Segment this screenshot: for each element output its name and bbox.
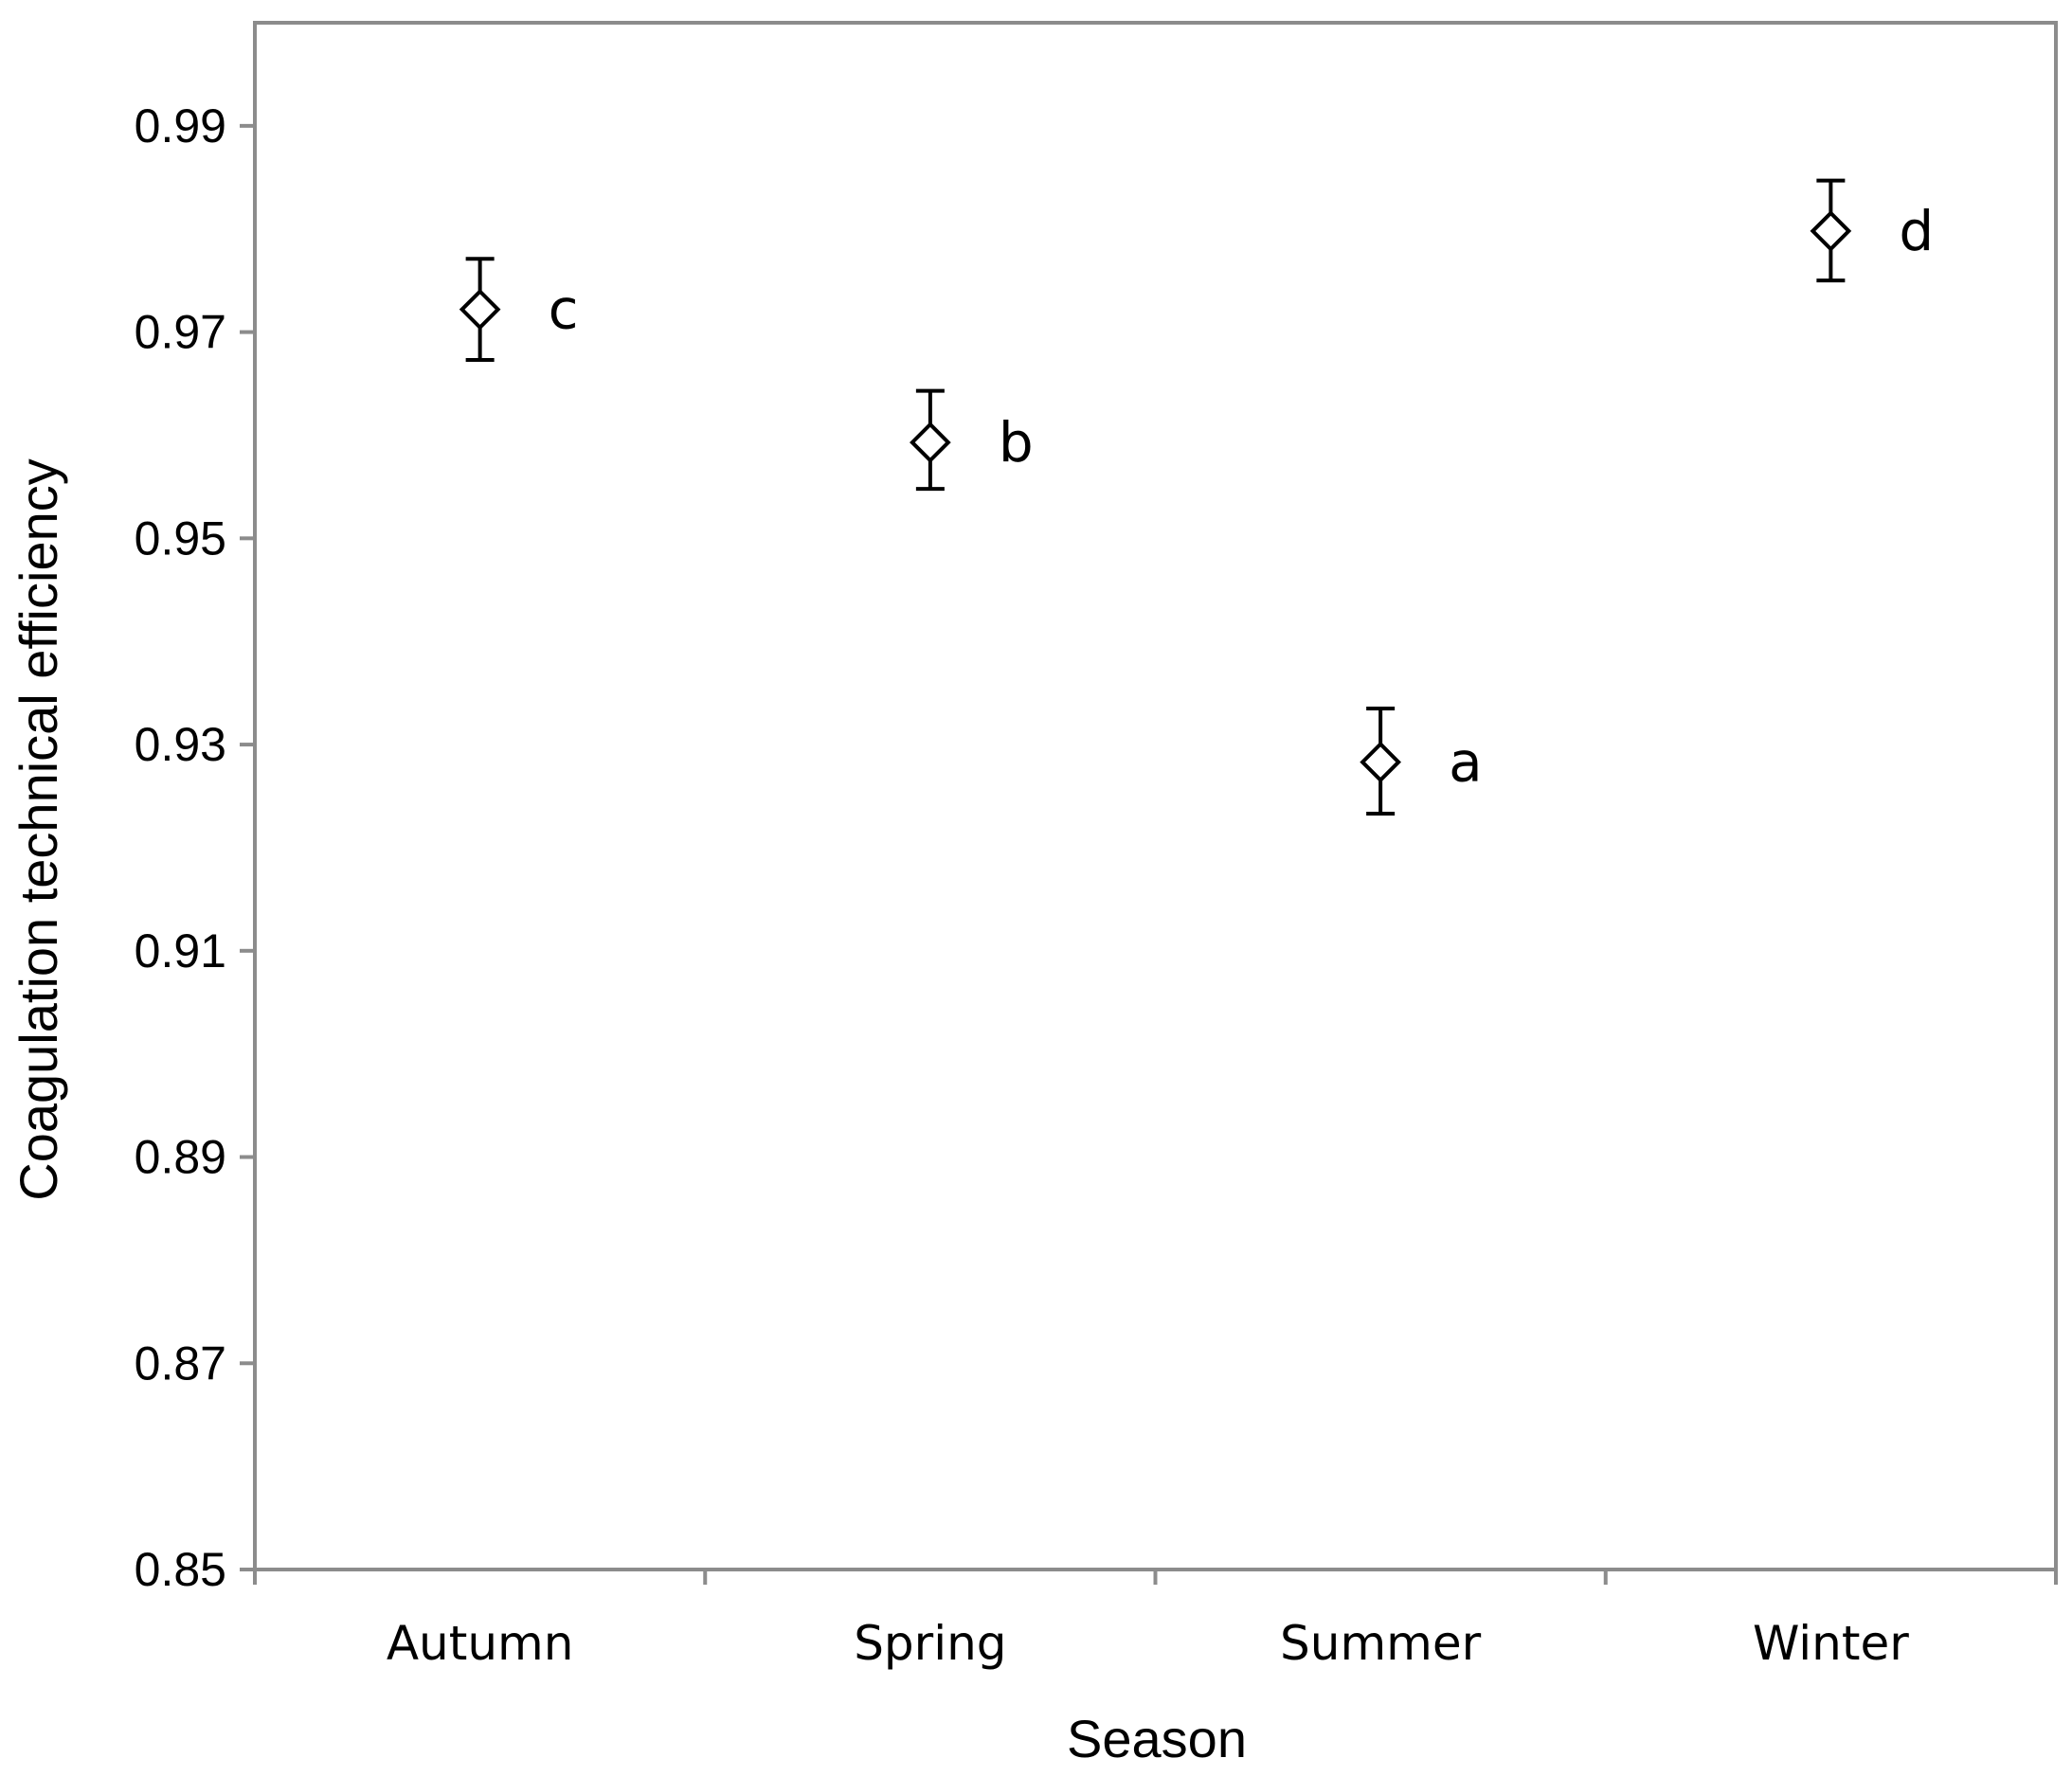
y-tick-label: 0.95 xyxy=(135,511,226,565)
y-ticks: 0.85 0.87 0.89 0.91 0.93 0.95 0.97 0.99 xyxy=(135,99,255,1596)
x-ticks: Autumn Spring Summer Winter xyxy=(253,1570,2058,1671)
y-tick-label: 0.85 xyxy=(135,1543,226,1596)
significance-label: b xyxy=(999,410,1034,475)
y-tick-label: 0.89 xyxy=(135,1131,226,1184)
data-point-group: d xyxy=(1810,178,1934,283)
y-tick-label: 0.99 xyxy=(135,99,226,152)
data-point-group: a xyxy=(1360,706,1483,816)
significance-label: d xyxy=(1899,199,1934,263)
data-point xyxy=(1810,210,1852,252)
axes xyxy=(253,21,2058,1571)
x-tick-label: Summer xyxy=(1280,1616,1482,1671)
x-tick-label: Autumn xyxy=(387,1616,574,1671)
plot-frame xyxy=(253,21,2058,1571)
x-axis-title: Season xyxy=(1067,1709,1247,1768)
data-point xyxy=(1360,741,1401,783)
data-point-group: b xyxy=(910,388,1034,492)
x-tick-label: Winter xyxy=(1753,1616,1909,1671)
data-point xyxy=(910,422,951,463)
y-tick-label: 0.87 xyxy=(135,1336,226,1390)
data-point xyxy=(459,288,501,331)
data-points: c b a d xyxy=(459,178,1934,816)
y-axis-title: Coagulation technical efficiency xyxy=(9,458,68,1200)
x-tick-label: Spring xyxy=(854,1616,1006,1671)
significance-label: c xyxy=(549,278,579,342)
y-tick-label: 0.93 xyxy=(135,718,226,771)
significance-label: a xyxy=(1449,730,1483,795)
data-point-group: c xyxy=(459,257,579,362)
y-tick-label: 0.97 xyxy=(135,306,226,359)
y-tick-label: 0.91 xyxy=(135,924,226,978)
